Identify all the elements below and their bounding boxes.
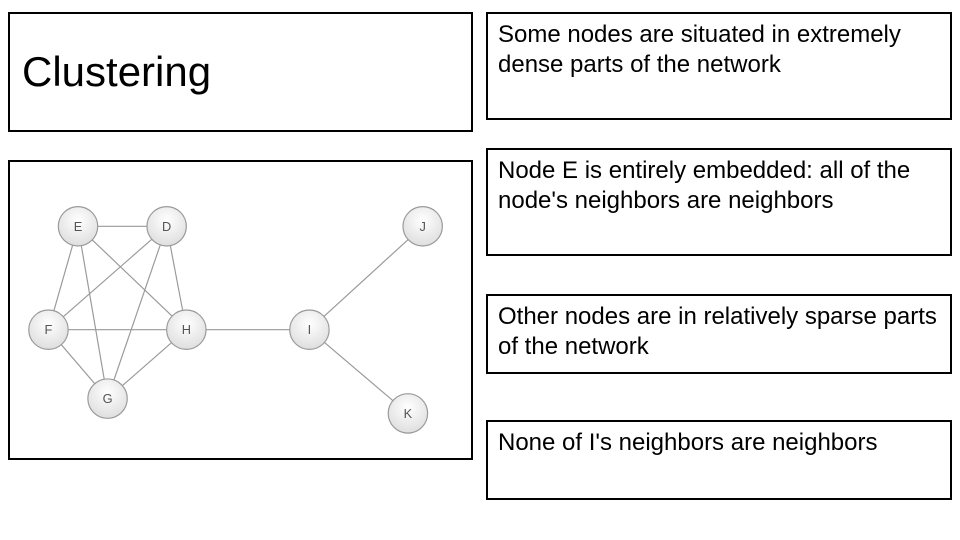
node-label-H: H: [182, 322, 191, 337]
page-title: Clustering: [22, 48, 211, 96]
title-box: Clustering: [8, 12, 473, 132]
edge-E-G: [78, 226, 108, 398]
paragraph-2: Other nodes are in relatively sparse par…: [486, 294, 952, 374]
node-label-K: K: [404, 406, 413, 421]
node-label-E: E: [74, 219, 83, 234]
node-label-I: I: [308, 322, 312, 337]
node-label-F: F: [45, 322, 53, 337]
node-label-J: J: [419, 219, 425, 234]
paragraph-3: None of I's neighbors are neighbors: [486, 420, 952, 500]
network-svg: E D F H G I J K: [14, 166, 467, 454]
paragraph-1: Node E is entirely embedded: all of the …: [486, 148, 952, 256]
network-diagram: E D F H G I J K: [8, 160, 473, 460]
edge-I-J: [309, 226, 422, 329]
paragraph-0: Some nodes are situated in extremely den…: [486, 12, 952, 120]
node-label-G: G: [103, 391, 113, 406]
node-label-D: D: [162, 219, 171, 234]
